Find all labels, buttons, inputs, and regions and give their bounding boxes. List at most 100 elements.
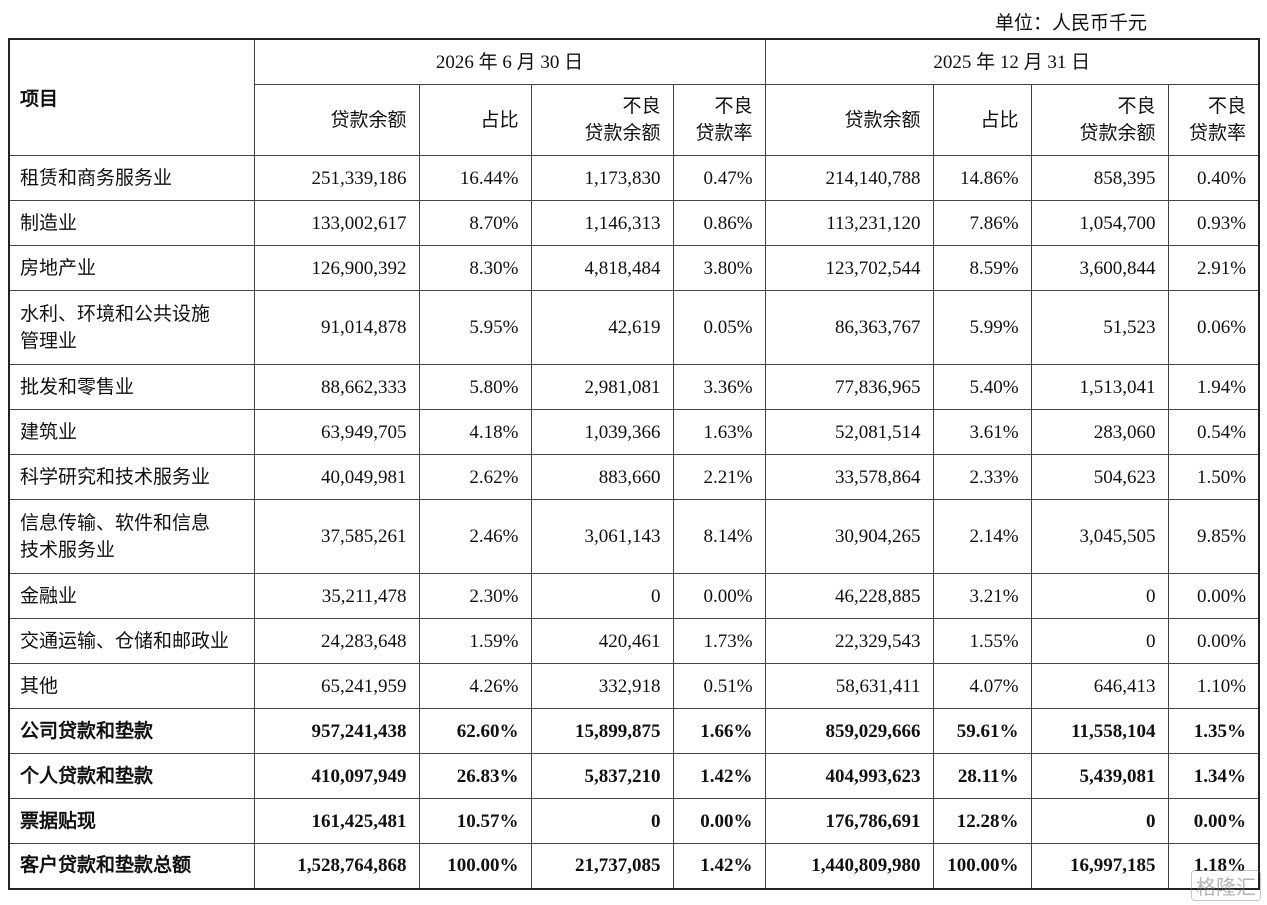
cell: 1,054,700	[1030, 200, 1169, 246]
cell: 8.30%	[418, 245, 532, 291]
table-head: 项目 2026 年 6 月 30 日 2025 年 12 月 31 日 贷款余额占…	[8, 38, 1260, 156]
cell: 4.07%	[932, 663, 1032, 709]
cell: 51,523	[1030, 290, 1169, 365]
item-header: 项目	[8, 38, 255, 156]
cell: 100.00%	[932, 843, 1032, 889]
cell: 1.55%	[932, 618, 1032, 664]
cell: 16,997,185	[1030, 843, 1169, 889]
cell: 3,045,505	[1030, 499, 1169, 574]
table-row: 建筑业 63,949,705 4.18% 1,039,366 1.63% 52,081,5…	[8, 409, 1260, 455]
cell: 5.40%	[932, 364, 1032, 410]
cell: 1,039,366	[530, 409, 674, 455]
cell: 28.11%	[932, 753, 1032, 799]
cell: 1,528,764,868	[253, 843, 420, 889]
cell: 1,173,830	[530, 155, 674, 201]
cell: 5,837,210	[530, 753, 674, 799]
cell: 251,339,186	[253, 155, 420, 201]
cell: 46,228,885	[764, 573, 934, 619]
cell: 16.44%	[418, 155, 532, 201]
table-row: 制造业 133,002,617 8.70% 1,146,313 0.86% 113,231…	[8, 200, 1260, 246]
row-label: 租赁和商务服务业	[8, 155, 255, 201]
watermark: 格隆汇	[1191, 870, 1261, 901]
cell: 113,231,120	[764, 200, 934, 246]
cell: 12.28%	[932, 798, 1032, 844]
cell: 86,363,767	[764, 290, 934, 365]
table-row: 批发和零售业 88,662,333 5.80% 2,981,081 3.36% 77,83…	[8, 364, 1260, 410]
row-label: 信息传输、软件和信息 技术服务业	[8, 499, 255, 574]
cell: 77,836,965	[764, 364, 934, 410]
cell: 2.33%	[932, 454, 1032, 500]
cell: 1,513,041	[1030, 364, 1169, 410]
cell: 5.99%	[932, 290, 1032, 365]
row-label: 交通运输、仓储和邮政业	[8, 618, 255, 664]
cell: 859,029,666	[764, 708, 934, 754]
cell: 1,146,313	[530, 200, 674, 246]
table-row: 金融业 35,211,478 2.30% 0 0.00% 46,228,885 3.21% 0…	[8, 573, 1260, 619]
cell: 126,900,392	[253, 245, 420, 291]
row-label: 个人贷款和垫款	[8, 753, 255, 799]
cell: 2.30%	[418, 573, 532, 619]
cell: 3,600,844	[1030, 245, 1169, 291]
table-row: 水利、环境和公共设施 管理业 91,014,878 5.95% 42,619 0.05%…	[8, 290, 1260, 365]
cell: 7.86%	[932, 200, 1032, 246]
cell: 2.21%	[672, 454, 766, 500]
cell: 42,619	[530, 290, 674, 365]
table-row: 其他 65,241,959 4.26% 332,918 0.51% 58,631,411 4…	[8, 663, 1260, 709]
header-row: 贷款余额 占比 不良 贷款余额 不良 贷款率 贷款余额 占比 不良 贷款余额 不良 贷款率	[9, 84, 1260, 156]
cell: 3.36%	[672, 364, 766, 410]
table-row: 科学研究和技术服务业 40,049,981 2.62% 883,660 2.21% 33,…	[8, 454, 1260, 500]
cell: 176,786,691	[764, 798, 934, 844]
cell: 0	[1030, 618, 1169, 664]
cell: 883,660	[530, 454, 674, 500]
column-header: 贷款余额	[764, 84, 934, 156]
table-row: 房地产业 126,900,392 8.30% 4,818,484 3.80% 123,70…	[8, 245, 1260, 291]
cell: 1.34%	[1167, 753, 1260, 799]
cell: 332,918	[530, 663, 674, 709]
cell: 123,702,544	[764, 245, 934, 291]
table-row: 票据贴现 161,425,481 10.57% 0 0.00% 176,786,691 12…	[8, 798, 1260, 844]
cell: 1.50%	[1167, 454, 1260, 500]
cell: 0.06%	[1167, 290, 1260, 365]
cell: 1.42%	[672, 843, 766, 889]
cell: 0.54%	[1167, 409, 1260, 455]
cell: 2.91%	[1167, 245, 1260, 291]
table-body: 租赁和商务服务业 251,339,186 16.44% 1,173,830 0.47% 2…	[8, 155, 1260, 889]
cell: 5,439,081	[1030, 753, 1169, 799]
cell: 1.94%	[1167, 364, 1260, 410]
header-row: 项目 2026 年 6 月 30 日 2025 年 12 月 31 日	[8, 38, 1260, 156]
cell: 65,241,959	[253, 663, 420, 709]
table-row: 信息传输、软件和信息 技术服务业 37,585,261 2.46% 3,061,143…	[8, 499, 1260, 574]
cell: 646,413	[1030, 663, 1169, 709]
cell: 40,049,981	[253, 454, 420, 500]
cell: 26.83%	[418, 753, 532, 799]
table-row: 公司贷款和垫款 957,241,438 62.60% 15,899,875 1.66% 8…	[8, 708, 1260, 754]
cell: 0	[530, 573, 674, 619]
cell: 1,440,809,980	[764, 843, 934, 889]
row-label: 房地产业	[8, 245, 255, 291]
cell: 3.80%	[672, 245, 766, 291]
cell: 0.05%	[672, 290, 766, 365]
cell: 0.40%	[1167, 155, 1260, 201]
cell: 1.73%	[672, 618, 766, 664]
cell: 14.86%	[932, 155, 1032, 201]
row-label: 批发和零售业	[8, 364, 255, 410]
period-header: 2026 年 6 月 30 日	[253, 38, 766, 85]
cell: 3.21%	[932, 573, 1032, 619]
column-header: 不良 贷款率	[672, 84, 766, 156]
cell: 1.63%	[672, 409, 766, 455]
cell: 420,461	[530, 618, 674, 664]
cell: 62.60%	[418, 708, 532, 754]
cell: 1.42%	[672, 753, 766, 799]
column-header: 占比	[932, 84, 1032, 156]
table-row: 个人贷款和垫款 410,097,949 26.83% 5,837,210 1.42% 40…	[8, 753, 1260, 799]
column-header: 占比	[418, 84, 532, 156]
unit-label: 单位：人民币千元	[994, 13, 1147, 34]
cell: 37,585,261	[253, 499, 420, 574]
cell: 2.46%	[418, 499, 532, 574]
cell: 214,140,788	[764, 155, 934, 201]
cell: 59.61%	[932, 708, 1032, 754]
cell: 8.14%	[672, 499, 766, 574]
cell: 1.66%	[672, 708, 766, 754]
cell: 0.00%	[1167, 618, 1260, 664]
